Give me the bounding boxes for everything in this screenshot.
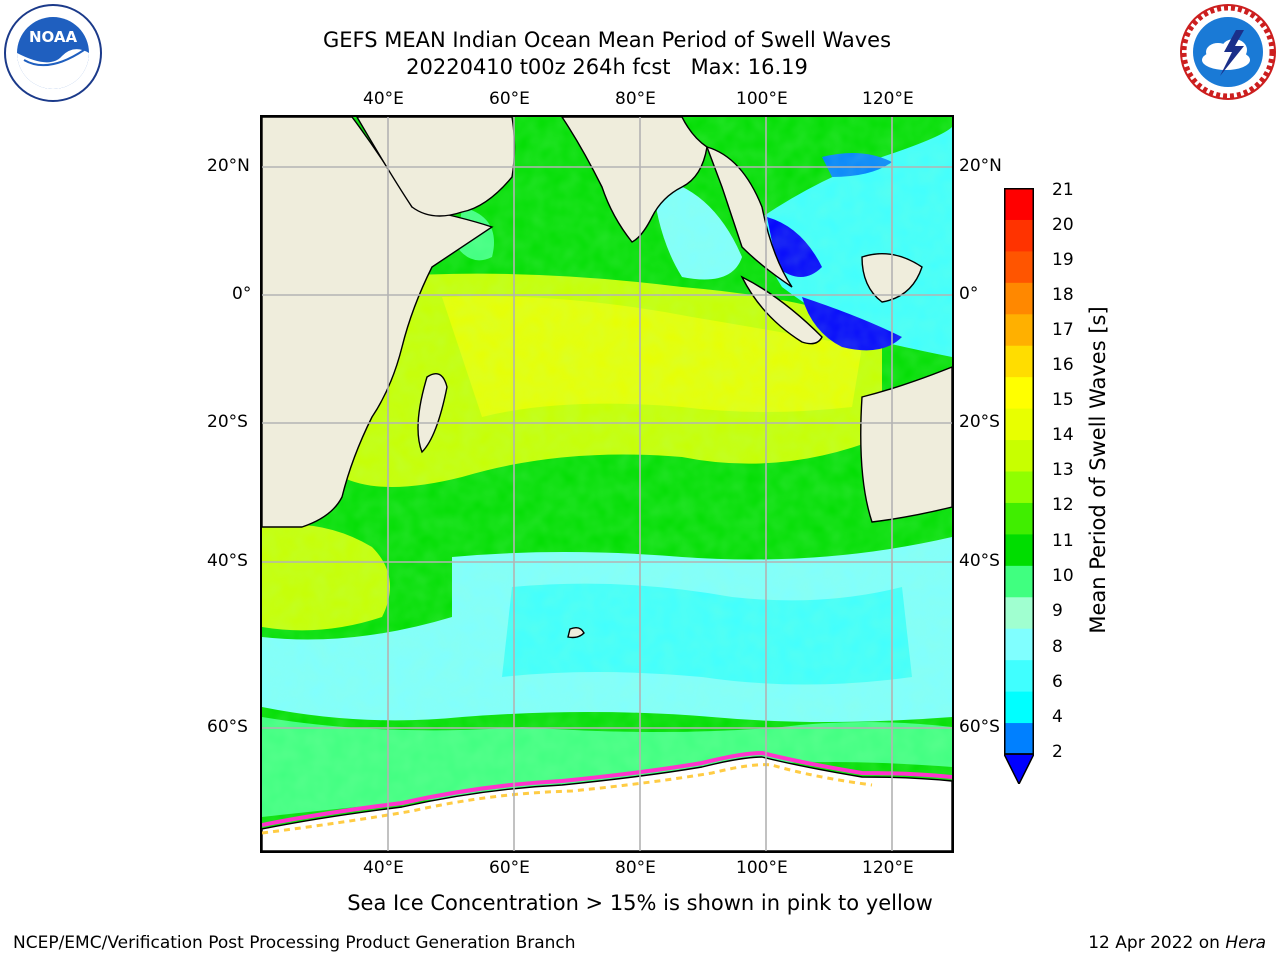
colorbar-segment bbox=[1004, 250, 1034, 283]
lon-tick-bottom: 100°E bbox=[736, 858, 788, 878]
lon-tick-top: 120°E bbox=[862, 89, 914, 109]
colorbar-tick: 16 bbox=[1052, 355, 1074, 375]
kerguelen-island bbox=[567, 626, 585, 639]
swell-period-field bbox=[262, 117, 952, 851]
colorbar-segment bbox=[1004, 471, 1034, 503]
australia-landmass bbox=[860, 366, 952, 523]
lat-tick-left: 0° bbox=[232, 284, 252, 304]
colorbar-tick: 21 bbox=[1052, 180, 1074, 200]
colorbar-segment bbox=[1004, 628, 1034, 661]
colorbar-segment bbox=[1004, 722, 1034, 755]
colorbar-tick: 13 bbox=[1052, 460, 1074, 480]
colorbar-tick: 20 bbox=[1052, 215, 1074, 235]
indochina-landmass bbox=[705, 145, 793, 288]
run-host: Hera bbox=[1225, 933, 1266, 953]
noaa-logo-icon: NOAA bbox=[4, 4, 102, 102]
antarctica-landmass bbox=[262, 756, 952, 851]
sea-ice-edge-pink bbox=[262, 750, 952, 827]
colorbar-segment bbox=[1004, 596, 1034, 629]
colorbar-tick: 10 bbox=[1052, 566, 1074, 586]
colorbar-segment bbox=[1004, 376, 1034, 409]
colorbar-tick: 15 bbox=[1052, 390, 1074, 410]
lon-tick-top: 60°E bbox=[489, 89, 530, 109]
noaa-logo-text: NOAA bbox=[29, 28, 78, 46]
lat-tick-right: 60°S bbox=[959, 717, 1000, 737]
colorbar-tick: 19 bbox=[1052, 250, 1074, 270]
colorbar-segment bbox=[1004, 313, 1034, 346]
nws-logo-icon bbox=[1178, 2, 1278, 102]
map-subtitle: 20220410 t00z 264h fcst Max: 16.19 bbox=[406, 55, 808, 79]
colorbar-tick: 11 bbox=[1052, 531, 1074, 551]
lat-tick-right: 20°S bbox=[959, 412, 1000, 432]
colorbar-frame bbox=[1004, 188, 1034, 755]
lon-tick-top: 100°E bbox=[736, 89, 788, 109]
colorbar-segment bbox=[1004, 533, 1034, 566]
colorbar-segment bbox=[1004, 565, 1034, 598]
colorbar-tick: 14 bbox=[1052, 425, 1074, 445]
sea-ice-edge-yellow bbox=[262, 763, 873, 835]
colorbar bbox=[1002, 188, 1036, 786]
map-title: GEFS MEAN Indian Ocean Mean Period of Sw… bbox=[322, 28, 892, 52]
sea-ice-note: Sea Ice Concentration > 15% is shown in … bbox=[347, 891, 933, 915]
colorbar-segment bbox=[1004, 439, 1034, 472]
colorbar-segment bbox=[1004, 345, 1034, 378]
colorbar-tick: 4 bbox=[1052, 707, 1063, 727]
run-date: 12 Apr 2022 on bbox=[1088, 933, 1220, 953]
lon-tick-bottom: 120°E bbox=[862, 858, 914, 878]
lon-tick-bottom: 60°E bbox=[489, 858, 530, 878]
colorbar-tick: 17 bbox=[1052, 320, 1074, 340]
colorbar-tick: 8 bbox=[1052, 637, 1063, 657]
lat-tick-right: 20°N bbox=[959, 156, 1002, 176]
colorbar-tick: 2 bbox=[1052, 742, 1063, 762]
lat-tick-right: 40°S bbox=[959, 551, 1000, 571]
lat-tick-left: 20°N bbox=[207, 156, 250, 176]
lon-tick-bottom: 40°E bbox=[363, 858, 404, 878]
lon-tick-top: 80°E bbox=[615, 89, 656, 109]
colorbar-segment bbox=[1004, 282, 1034, 315]
colorbar-tick: 12 bbox=[1052, 495, 1074, 515]
colorbar-segment bbox=[1004, 691, 1034, 724]
lat-tick-left: 20°S bbox=[207, 412, 248, 432]
producer-credit: NCEP/EMC/Verification Post Processing Pr… bbox=[13, 933, 576, 953]
lat-tick-left: 40°S bbox=[207, 551, 248, 571]
colorbar-label: Mean Period of Swell Waves [s] bbox=[1086, 306, 1110, 634]
colorbar-tick: 6 bbox=[1052, 672, 1063, 692]
lat-tick-right: 0° bbox=[959, 284, 979, 304]
colorbar-segment bbox=[1004, 408, 1034, 441]
graticule bbox=[262, 117, 952, 851]
colorbar-segment bbox=[1004, 188, 1034, 220]
run-date-credit: 12 Apr 2022 on Hera bbox=[1088, 933, 1266, 953]
colorbar-segment bbox=[1004, 502, 1034, 535]
colorbar-segment bbox=[1004, 659, 1034, 692]
colorbar-tick: 9 bbox=[1052, 601, 1063, 621]
map-panel[interactable] bbox=[260, 115, 954, 853]
madagascar-landmass bbox=[417, 373, 448, 454]
colorbar-segment bbox=[1004, 219, 1034, 252]
lon-tick-top: 40°E bbox=[363, 89, 404, 109]
lon-tick-bottom: 80°E bbox=[615, 858, 656, 878]
lat-tick-left: 60°S bbox=[207, 717, 248, 737]
colorbar-extend-min bbox=[1002, 753, 1036, 786]
colorbar-tick: 18 bbox=[1052, 285, 1074, 305]
